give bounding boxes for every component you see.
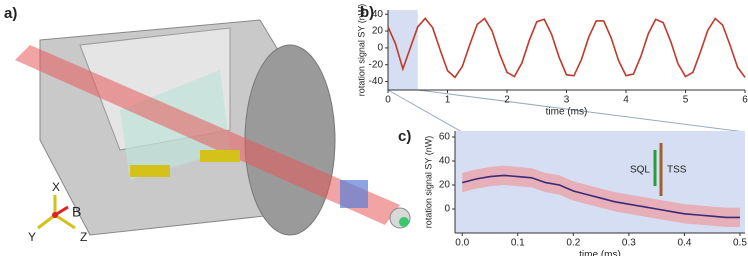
detector-lens (399, 217, 409, 227)
x-tick-label: 2 (504, 95, 510, 106)
panel-label: b) (360, 4, 374, 21)
x-tick-label: 4 (623, 95, 629, 106)
y-tick-label: 0 (377, 43, 383, 54)
x-tick-label: 0.1 (511, 238, 525, 249)
origin (52, 212, 58, 218)
laser-beam (15, 45, 400, 225)
y-tick-label: -40 (369, 76, 384, 87)
zoom-line (417, 89, 746, 133)
y-tick-label: 20 (372, 26, 384, 37)
axis-label: Z (80, 230, 87, 244)
illustration: a) X Y Z B (4, 5, 411, 244)
x-tick-label: 0.3 (622, 238, 636, 249)
annotation: TSS (667, 165, 687, 176)
x-tick-label: 3 (564, 95, 570, 106)
cylinder-end (244, 44, 336, 236)
axis-label: X (52, 180, 60, 194)
zoom-line (387, 89, 463, 133)
y-tick-label: 40 (439, 156, 451, 167)
highlight (388, 10, 418, 90)
x-tick-label: 6 (742, 95, 748, 106)
y-tick-label: 60 (439, 132, 451, 143)
x-axis-label: time (ms) (579, 250, 621, 256)
x-tick-label: 0.0 (455, 238, 469, 249)
fit-line (387, 17, 746, 79)
axis-y (37, 213, 56, 230)
polarizer (340, 180, 368, 208)
panel-label: a) (4, 5, 17, 22)
x-tick-label: 0.4 (677, 238, 691, 249)
y-axis-label: rotation signal SY (nW) (356, 4, 366, 96)
y-tick-label: 0 (444, 204, 450, 215)
annotation: SQL (630, 165, 650, 176)
field-label: B (72, 204, 81, 220)
coil (130, 165, 170, 177)
y-tick-label: 20 (439, 180, 451, 191)
y-tick-label: 40 (372, 9, 384, 20)
y-tick-label: -20 (369, 59, 384, 70)
panel-label: c) (398, 128, 411, 145)
x-tick-label: 1 (445, 95, 451, 106)
x-tick-label: 5 (683, 95, 689, 106)
fit-line (462, 174, 740, 219)
coil (200, 150, 240, 162)
x-tick-label: 0.5 (733, 238, 747, 249)
y-axis-label: rotation signal SY (nW) (423, 136, 433, 228)
x-axis-label: time (ms) (546, 107, 588, 118)
x-tick-label: 0.2 (566, 238, 580, 249)
axis-z (54, 213, 76, 230)
axis-label: Y (28, 230, 36, 244)
x-tick-label: 0 (385, 95, 391, 106)
